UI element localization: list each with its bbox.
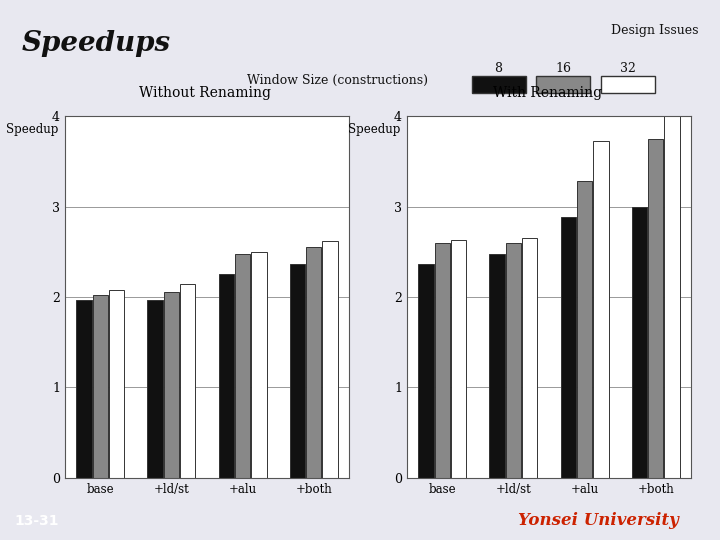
Text: 32: 32 [620, 62, 636, 76]
Bar [306, 247, 321, 478]
Bar [93, 295, 108, 478]
Text: Speedup: Speedup [348, 123, 400, 136]
Text: 13-31: 13-31 [14, 514, 59, 528]
Bar [219, 274, 234, 478]
Bar [435, 242, 450, 478]
Bar [601, 76, 655, 93]
Bar [235, 254, 250, 478]
Bar [323, 241, 338, 478]
Bar [631, 206, 647, 478]
Bar [451, 240, 467, 478]
Text: With Renaming: With Renaming [492, 86, 602, 100]
Bar [76, 300, 91, 478]
Bar [490, 254, 505, 478]
Bar [418, 264, 433, 478]
Bar [593, 141, 608, 478]
Bar [648, 139, 663, 478]
Bar [665, 105, 680, 478]
Bar [180, 285, 195, 478]
Bar [251, 252, 266, 478]
Bar [164, 293, 179, 478]
Bar [536, 76, 590, 93]
Bar [506, 242, 521, 478]
Text: 8: 8 [495, 62, 503, 76]
Bar [109, 290, 125, 478]
Bar [472, 76, 526, 93]
Text: Window Size (constructions): Window Size (constructions) [248, 73, 428, 86]
Text: Design Issues: Design Issues [611, 24, 698, 37]
Bar [522, 238, 537, 478]
Bar [148, 300, 163, 478]
Bar [577, 181, 592, 478]
Bar [289, 264, 305, 478]
Text: Yonsei University: Yonsei University [518, 512, 679, 529]
Bar [561, 218, 576, 478]
Text: Speedup: Speedup [6, 123, 58, 136]
Text: 16: 16 [555, 62, 572, 76]
Text: Speedups: Speedups [22, 30, 171, 57]
Text: Without Renaming: Without Renaming [139, 86, 271, 100]
